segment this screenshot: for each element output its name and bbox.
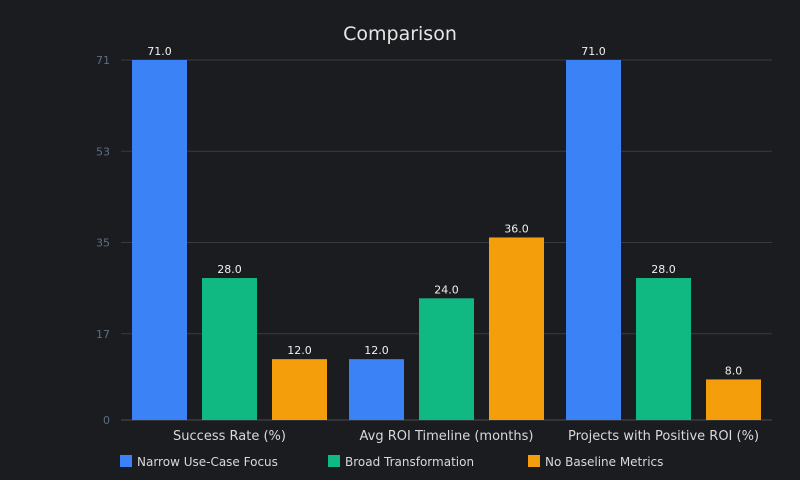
legend: Narrow Use-Case Focus Broad Transformatio… xyxy=(120,455,663,469)
legend-item: Narrow Use-Case Focus xyxy=(120,455,278,469)
data-label: 36.0 xyxy=(504,222,529,235)
y-tick-label: 35 xyxy=(96,237,110,250)
x-tick-label: Success Rate (%) xyxy=(173,429,286,444)
data-label: 71.0 xyxy=(147,45,172,58)
data-label: 28.0 xyxy=(217,263,242,276)
y-tick-label: 71 xyxy=(96,54,110,67)
data-label: 71.0 xyxy=(581,45,606,58)
chart-title: Comparison xyxy=(343,23,457,45)
legend-label: Broad Transformation xyxy=(345,455,474,469)
bar xyxy=(272,359,327,420)
bar xyxy=(419,298,474,420)
y-tick-label: 0 xyxy=(103,414,110,427)
bar xyxy=(349,359,404,420)
y-tick-label: 17 xyxy=(96,328,110,341)
x-axis: Success Rate (%) Avg ROI Timeline (months… xyxy=(173,429,759,444)
bar xyxy=(202,278,257,420)
data-label: 24.0 xyxy=(434,283,459,296)
bar xyxy=(489,237,544,420)
bar xyxy=(636,278,691,420)
legend-label: Narrow Use-Case Focus xyxy=(137,455,278,469)
bar xyxy=(566,60,621,420)
data-labels: 71.0 28.0 12.0 12.0 24.0 36.0 71.0 28.0 8.0 xyxy=(147,45,742,377)
legend-swatch xyxy=(120,455,132,467)
x-tick-label: Avg ROI Timeline (months) xyxy=(360,429,534,444)
y-axis: 0 17 35 53 71 xyxy=(96,54,110,427)
bars xyxy=(132,60,761,420)
data-label: 12.0 xyxy=(364,344,389,357)
bar xyxy=(132,60,187,420)
data-label: 28.0 xyxy=(651,263,676,276)
data-label: 12.0 xyxy=(287,344,312,357)
legend-item: Broad Transformation xyxy=(328,455,474,469)
legend-swatch xyxy=(328,455,340,467)
x-tick-label: Projects with Positive ROI (%) xyxy=(568,429,759,444)
legend-item: No Baseline Metrics xyxy=(528,455,663,469)
legend-swatch xyxy=(528,455,540,467)
y-tick-label: 53 xyxy=(96,145,110,158)
data-label: 8.0 xyxy=(725,364,743,377)
bar xyxy=(706,379,761,420)
legend-label: No Baseline Metrics xyxy=(545,455,663,469)
